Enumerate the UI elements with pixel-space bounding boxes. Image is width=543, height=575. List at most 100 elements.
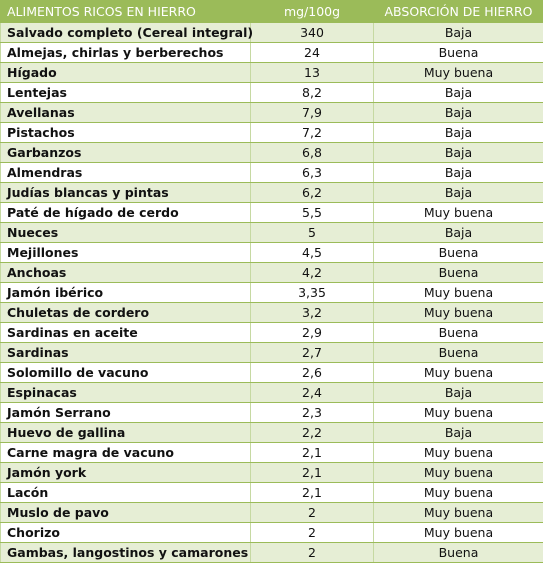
table-row: Garbanzos 6,8 Baja <box>0 142 543 163</box>
food-cell: Garbanzos <box>0 142 251 163</box>
table-row: Nueces 5 Baja <box>0 222 543 243</box>
absorption-cell: Buena <box>373 342 543 363</box>
table-row: Sardinas en aceite 2,9 Buena <box>0 322 543 343</box>
amount-cell: 5,5 <box>250 202 374 223</box>
table-row: Paté de hígado de cerdo 5,5 Muy buena <box>0 202 543 223</box>
food-cell: Judías blancas y pintas <box>0 182 251 203</box>
amount-cell: 2,3 <box>250 402 374 423</box>
table-row: Muslo de pavo 2 Muy buena <box>0 502 543 523</box>
amount-cell: 3,2 <box>250 302 374 323</box>
amount-cell: 5 <box>250 222 374 243</box>
amount-cell: 4,5 <box>250 242 374 263</box>
amount-cell: 340 <box>250 22 374 43</box>
absorption-cell: Muy buena <box>373 502 543 523</box>
food-cell: Pistachos <box>0 122 251 143</box>
food-cell: Lentejas <box>0 82 251 103</box>
table-row: Espinacas 2,4 Baja <box>0 382 543 403</box>
food-cell: Chorizo <box>0 522 251 543</box>
table-row: Salvado completo (Cereal integral) 340 Baj… <box>0 22 543 43</box>
absorption-cell: Baja <box>373 422 543 443</box>
table-row: Avellanas 7,9 Baja <box>0 102 543 123</box>
food-cell: Almejas, chirlas y berberechos <box>0 42 251 63</box>
absorption-cell: Muy buena <box>373 482 543 503</box>
table-row: Jamón Serrano 2,3 Muy buena <box>0 402 543 423</box>
absorption-cell: Baja <box>373 22 543 43</box>
amount-cell: 6,2 <box>250 182 374 203</box>
table-row: Hígado 13 Muy buena <box>0 62 543 83</box>
absorption-cell: Baja <box>373 222 543 243</box>
amount-cell: 2 <box>250 502 374 523</box>
table-row: Anchoas 4,2 Buena <box>0 262 543 283</box>
absorption-cell: Baja <box>373 382 543 403</box>
food-cell: Lacón <box>0 482 251 503</box>
amount-cell: 7,2 <box>250 122 374 143</box>
table-row: Chuletas de cordero 3,2 Muy buena <box>0 302 543 323</box>
table-row: Pistachos 7,2 Baja <box>0 122 543 143</box>
table-row: Carne magra de vacuno 2,1 Muy buena <box>0 442 543 463</box>
food-cell: Avellanas <box>0 102 251 123</box>
table-row: Solomillo de vacuno 2,6 Muy buena <box>0 362 543 383</box>
absorption-cell: Buena <box>373 322 543 343</box>
amount-cell: 6,8 <box>250 142 374 163</box>
header-row: ALIMENTOS RICOS EN HIERRO mg/100g ABSORC… <box>0 0 543 23</box>
table-row: Huevo de gallina 2,2 Baja <box>0 422 543 443</box>
absorption-cell: Buena <box>373 542 543 563</box>
food-cell: Anchoas <box>0 262 251 283</box>
table-row: Mejillones 4,5 Buena <box>0 242 543 263</box>
amount-cell: 2,1 <box>250 442 374 463</box>
amount-cell: 24 <box>250 42 374 63</box>
absorption-cell: Muy buena <box>373 402 543 423</box>
amount-cell: 2,4 <box>250 382 374 403</box>
food-cell: Sardinas en aceite <box>0 322 251 343</box>
food-cell: Nueces <box>0 222 251 243</box>
iron-foods-table: ALIMENTOS RICOS EN HIERRO mg/100g ABSORC… <box>0 0 543 563</box>
food-cell: Hígado <box>0 62 251 83</box>
table-row: Almejas, chirlas y berberechos 24 Buena <box>0 42 543 63</box>
absorption-cell: Baja <box>373 182 543 203</box>
food-cell: Salvado completo (Cereal integral) <box>0 22 253 43</box>
absorption-cell: Baja <box>373 162 543 183</box>
amount-cell: 2,1 <box>250 462 374 483</box>
food-cell: Jamón ibérico <box>0 282 251 303</box>
food-cell: Jamón york <box>0 462 251 483</box>
absorption-cell: Muy buena <box>373 462 543 483</box>
table-row: Lacón 2,1 Muy buena <box>0 482 543 503</box>
amount-cell: 13 <box>250 62 374 83</box>
absorption-cell: Baja <box>373 122 543 143</box>
table-row: Jamón york 2,1 Muy buena <box>0 462 543 483</box>
amount-cell: 4,2 <box>250 262 374 283</box>
amount-cell: 7,9 <box>250 102 374 123</box>
amount-cell: 2,2 <box>250 422 374 443</box>
absorption-cell: Baja <box>373 102 543 123</box>
amount-cell: 3,35 <box>250 282 374 303</box>
absorption-cell: Buena <box>373 42 543 63</box>
absorption-cell: Muy buena <box>373 202 543 223</box>
table-row: Gambas, langostinos y camarones 2 Buena <box>0 542 543 563</box>
food-cell: Muslo de pavo <box>0 502 251 523</box>
absorption-cell: Muy buena <box>373 282 543 303</box>
table-row: Judías blancas y pintas 6,2 Baja <box>0 182 543 203</box>
header-amount: mg/100g <box>250 0 374 23</box>
food-cell: Paté de hígado de cerdo <box>0 202 251 223</box>
food-cell: Espinacas <box>0 382 251 403</box>
amount-cell: 2,7 <box>250 342 374 363</box>
header-absorption: ABSORCIÓN DE HIERRO <box>373 0 543 23</box>
food-cell: Solomillo de vacuno <box>0 362 251 383</box>
table-body: Salvado completo (Cereal integral) 340 Baj… <box>0 22 543 563</box>
absorption-cell: Muy buena <box>373 522 543 543</box>
absorption-cell: Buena <box>373 242 543 263</box>
amount-cell: 2 <box>250 522 374 543</box>
absorption-cell: Buena <box>373 262 543 283</box>
table-row: Almendras 6,3 Baja <box>0 162 543 183</box>
absorption-cell: Muy buena <box>373 62 543 83</box>
table-row: Jamón ibérico 3,35 Muy buena <box>0 282 543 303</box>
table-row: Lentejas 8,2 Baja <box>0 82 543 103</box>
absorption-cell: Baja <box>373 82 543 103</box>
amount-cell: 2 <box>250 542 374 563</box>
amount-cell: 2,6 <box>250 362 374 383</box>
absorption-cell: Muy buena <box>373 302 543 323</box>
amount-cell: 8,2 <box>250 82 374 103</box>
absorption-cell: Muy buena <box>373 362 543 383</box>
amount-cell: 6,3 <box>250 162 374 183</box>
table-row: Chorizo 2 Muy buena <box>0 522 543 543</box>
